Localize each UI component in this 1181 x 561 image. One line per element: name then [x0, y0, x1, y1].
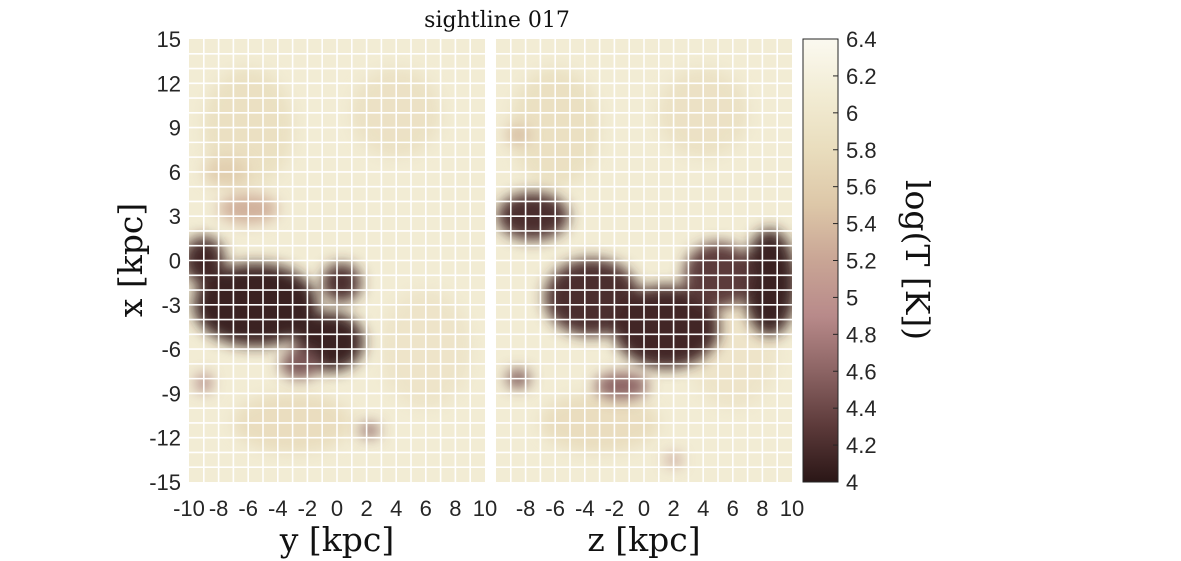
colorbar-tick-label: 4.6 — [846, 359, 877, 384]
grid-lines — [496, 39, 792, 482]
x-axis-label: z [kpc] — [587, 520, 700, 559]
colorbar-tick-label: 5.4 — [846, 212, 877, 237]
x-tick-label: -6 — [238, 496, 258, 521]
colorbar-label: log(T [K]) — [898, 180, 937, 340]
x-tick-label: 6 — [420, 496, 432, 521]
y-tick-label: 15 — [157, 27, 181, 52]
x-tick-label: 0 — [331, 496, 343, 521]
grid-lines — [189, 39, 485, 482]
x-tick-label: -4 — [575, 496, 595, 521]
colorbar-tick-label: 4.4 — [846, 396, 877, 421]
x-tick-label: -10 — [173, 496, 205, 521]
x-tick-label: 8 — [449, 496, 461, 521]
cold-region — [595, 372, 649, 400]
cold-region — [743, 229, 792, 336]
cold-region — [322, 263, 361, 302]
x-tick-label: 8 — [756, 496, 768, 521]
heatmap-panel-y: -10 -8 -6 -4 -2 0 2 4 6 8 10-15-12-9-6-303691215y … — [111, 27, 497, 559]
colorbar-tick-label: 6 — [846, 101, 858, 126]
colorbar-tick-label: 6.4 — [846, 27, 877, 52]
x-tick-label: -4 — [268, 496, 288, 521]
y-tick-label: 0 — [169, 249, 181, 274]
heatmap-panel-z: -8 -6 -4 -2 0 2 4 6 8 10 z [kpc] — [496, 39, 804, 559]
colorbar-tick-label: 6.2 — [846, 64, 877, 89]
x-axis-label: y [kpc] — [279, 520, 395, 559]
cold-gas-regions — [497, 126, 792, 466]
y-axis-label: x [kpc] — [111, 203, 150, 317]
cold-region — [506, 126, 531, 144]
y-tick-label: 6 — [169, 160, 181, 185]
y-tick-label: -3 — [161, 293, 181, 318]
y-tick-label: -6 — [161, 337, 181, 362]
y-tick-label: -15 — [149, 470, 181, 495]
colorbar-ticks: 4 4.2 4.4 4.6 4.8 5 5.2 5.4 5.6 5.8 6 6.2 6.4 — [833, 27, 877, 495]
y-tick-label: -9 — [161, 381, 181, 406]
x-tick-label: 4 — [697, 496, 709, 521]
x-tick-label: 4 — [390, 496, 402, 521]
x-tick-label: 10 — [780, 496, 804, 521]
colorbar-scale — [802, 38, 839, 483]
y-tick-label: -12 — [149, 426, 181, 451]
cold-region — [612, 285, 720, 369]
x-tick-label: 6 — [727, 496, 739, 521]
colorbar-tick-label: 4.8 — [846, 322, 877, 347]
colorbar-tick-label: 5.8 — [846, 138, 877, 163]
x-tick-label: -6 — [545, 496, 565, 521]
x-tick-label: -8 — [516, 496, 536, 521]
colorbar-tick-label: 5.6 — [846, 175, 877, 200]
colorbar-tick-label: 4 — [846, 470, 858, 495]
x-tick-label: -8 — [209, 496, 229, 521]
y-tick-label: 3 — [169, 204, 181, 229]
cold-region — [360, 422, 379, 438]
chart-title: sightline 017 — [424, 8, 570, 33]
x-tick-label: 10 — [473, 496, 497, 521]
y-tick-label: 9 — [169, 116, 181, 141]
colorbar-tick-label: 5 — [846, 285, 858, 310]
colorbar-tick-label: 5.2 — [846, 249, 877, 274]
x-tick-label: -2 — [605, 496, 625, 521]
x-tick-label: 0 — [638, 496, 650, 521]
y-tick-label: 12 — [157, 71, 181, 96]
colorbar-tick-label: 4.2 — [846, 433, 877, 458]
colorbar: 4 4.2 4.4 4.6 4.8 5 5.2 5.4 5.6 5.8 6 6.2 6.4 log(T … — [802, 27, 937, 495]
x-tick-label: -2 — [298, 496, 318, 521]
x-tick-label: 2 — [360, 496, 372, 521]
x-tick-label: 2 — [667, 496, 679, 521]
